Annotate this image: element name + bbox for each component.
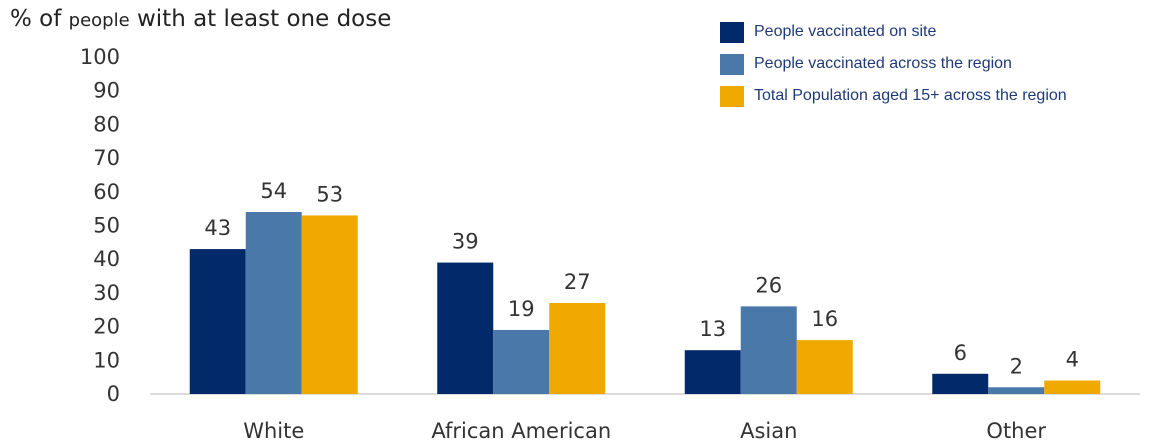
data-label: 16 xyxy=(811,307,838,331)
y-tick-label: 90 xyxy=(93,79,120,103)
data-label: 54 xyxy=(260,179,287,203)
data-label: 39 xyxy=(452,230,479,254)
bar xyxy=(740,306,797,394)
legend-item: Total Population aged 15+ across the reg… xyxy=(720,80,1067,112)
data-label: 27 xyxy=(564,270,591,294)
legend-label: People vaccinated across the region xyxy=(754,55,1012,72)
data-label: 6 xyxy=(954,341,967,365)
y-tick-label: 0 xyxy=(107,382,120,406)
bar xyxy=(245,212,302,394)
y-tick-label: 30 xyxy=(93,281,120,305)
y-tick-label: 20 xyxy=(93,315,120,339)
x-tick-label: African American xyxy=(431,419,611,443)
bar xyxy=(549,303,606,394)
bar xyxy=(437,262,494,394)
bar xyxy=(1044,380,1101,394)
legend-item: People vaccinated across the region xyxy=(720,48,1067,80)
y-axis-label: % of people with at least one dose xyxy=(10,6,392,32)
bar xyxy=(189,249,246,394)
y-tick-label: 70 xyxy=(93,146,120,170)
bar xyxy=(684,350,741,394)
legend-swatch xyxy=(720,21,744,43)
legend-swatch xyxy=(720,85,744,107)
data-label: 4 xyxy=(1066,348,1079,372)
data-label: 13 xyxy=(699,317,726,341)
legend-label: Total Population aged 15+ across the reg… xyxy=(754,87,1067,104)
legend-label: People vaccinated on site xyxy=(754,23,937,40)
y-tick-label: 100 xyxy=(80,45,120,69)
data-label: 26 xyxy=(755,273,782,297)
y-tick-label: 80 xyxy=(93,112,120,136)
bar xyxy=(988,387,1045,394)
bar xyxy=(796,340,853,394)
legend: People vaccinated on site People vaccina… xyxy=(720,16,1067,112)
legend-item: People vaccinated on site xyxy=(720,16,1067,48)
legend-swatch xyxy=(720,53,744,75)
y-tick-label: 50 xyxy=(93,214,120,238)
bar xyxy=(493,329,550,394)
data-label: 53 xyxy=(316,182,343,206)
data-label: 2 xyxy=(1010,354,1023,378)
data-label: 19 xyxy=(508,297,535,321)
y-tick-label: 10 xyxy=(93,348,120,372)
x-tick-label: Other xyxy=(986,419,1046,443)
y-tick-label: 60 xyxy=(93,180,120,204)
x-tick-label: Asian xyxy=(740,419,797,443)
data-label: 43 xyxy=(204,216,231,240)
bar xyxy=(932,373,989,394)
x-tick-label: White xyxy=(243,419,304,443)
y-tick-label: 40 xyxy=(93,247,120,271)
bar xyxy=(301,215,358,394)
